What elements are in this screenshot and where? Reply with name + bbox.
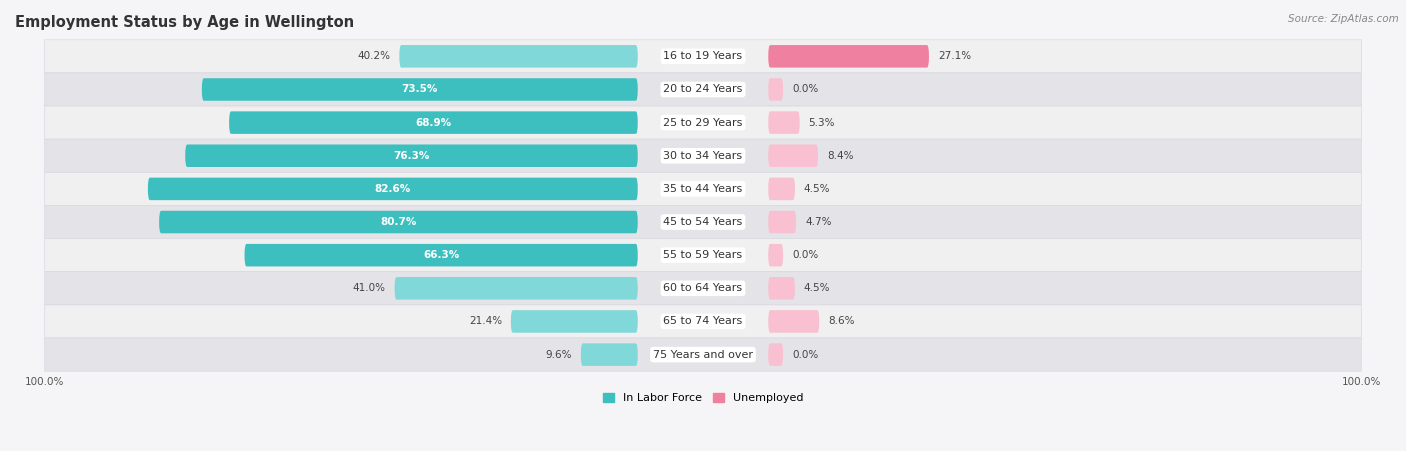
Text: 0.0%: 0.0% [792, 350, 818, 359]
Text: 0.0%: 0.0% [792, 84, 818, 94]
FancyBboxPatch shape [45, 172, 1361, 206]
FancyBboxPatch shape [768, 111, 800, 134]
FancyBboxPatch shape [768, 45, 929, 68]
Text: 0.0%: 0.0% [792, 250, 818, 260]
Text: 16 to 19 Years: 16 to 19 Years [664, 51, 742, 61]
FancyBboxPatch shape [148, 178, 638, 200]
Text: 41.0%: 41.0% [353, 283, 385, 293]
Text: 80.7%: 80.7% [380, 217, 416, 227]
Text: 25 to 29 Years: 25 to 29 Years [664, 118, 742, 128]
FancyBboxPatch shape [768, 211, 796, 233]
Text: 4.7%: 4.7% [806, 217, 831, 227]
FancyBboxPatch shape [768, 343, 783, 366]
Text: 4.5%: 4.5% [804, 283, 831, 293]
FancyBboxPatch shape [768, 178, 794, 200]
FancyBboxPatch shape [186, 144, 638, 167]
FancyBboxPatch shape [45, 206, 1361, 239]
Text: Employment Status by Age in Wellington: Employment Status by Age in Wellington [15, 15, 354, 30]
Text: 4.5%: 4.5% [804, 184, 831, 194]
FancyBboxPatch shape [45, 139, 1361, 172]
FancyBboxPatch shape [581, 343, 638, 366]
Text: 73.5%: 73.5% [402, 84, 439, 94]
FancyBboxPatch shape [768, 277, 794, 299]
FancyBboxPatch shape [45, 40, 1361, 73]
FancyBboxPatch shape [399, 45, 638, 68]
Text: 60 to 64 Years: 60 to 64 Years [664, 283, 742, 293]
Text: 9.6%: 9.6% [546, 350, 572, 359]
Legend: In Labor Force, Unemployed: In Labor Force, Unemployed [598, 388, 808, 407]
Text: 66.3%: 66.3% [423, 250, 460, 260]
FancyBboxPatch shape [245, 244, 638, 267]
FancyBboxPatch shape [510, 310, 638, 333]
FancyBboxPatch shape [45, 305, 1361, 338]
Text: 76.3%: 76.3% [394, 151, 430, 161]
Text: 68.9%: 68.9% [415, 118, 451, 128]
Text: Source: ZipAtlas.com: Source: ZipAtlas.com [1288, 14, 1399, 23]
FancyBboxPatch shape [45, 338, 1361, 371]
Text: 65 to 74 Years: 65 to 74 Years [664, 317, 742, 327]
Text: 40.2%: 40.2% [357, 51, 391, 61]
FancyBboxPatch shape [45, 73, 1361, 106]
Text: 8.4%: 8.4% [827, 151, 853, 161]
Text: 20 to 24 Years: 20 to 24 Years [664, 84, 742, 94]
FancyBboxPatch shape [395, 277, 638, 299]
FancyBboxPatch shape [229, 111, 638, 134]
FancyBboxPatch shape [768, 78, 783, 101]
Text: 8.6%: 8.6% [828, 317, 855, 327]
FancyBboxPatch shape [45, 272, 1361, 305]
FancyBboxPatch shape [45, 239, 1361, 272]
Text: 55 to 59 Years: 55 to 59 Years [664, 250, 742, 260]
FancyBboxPatch shape [202, 78, 638, 101]
Text: 5.3%: 5.3% [808, 118, 835, 128]
Text: 30 to 34 Years: 30 to 34 Years [664, 151, 742, 161]
Text: 27.1%: 27.1% [938, 51, 972, 61]
FancyBboxPatch shape [159, 211, 638, 233]
FancyBboxPatch shape [45, 106, 1361, 139]
Text: 45 to 54 Years: 45 to 54 Years [664, 217, 742, 227]
Text: 21.4%: 21.4% [468, 317, 502, 327]
FancyBboxPatch shape [768, 310, 820, 333]
Text: 82.6%: 82.6% [374, 184, 411, 194]
Text: 35 to 44 Years: 35 to 44 Years [664, 184, 742, 194]
FancyBboxPatch shape [768, 144, 818, 167]
Text: 75 Years and over: 75 Years and over [652, 350, 754, 359]
FancyBboxPatch shape [768, 244, 783, 267]
